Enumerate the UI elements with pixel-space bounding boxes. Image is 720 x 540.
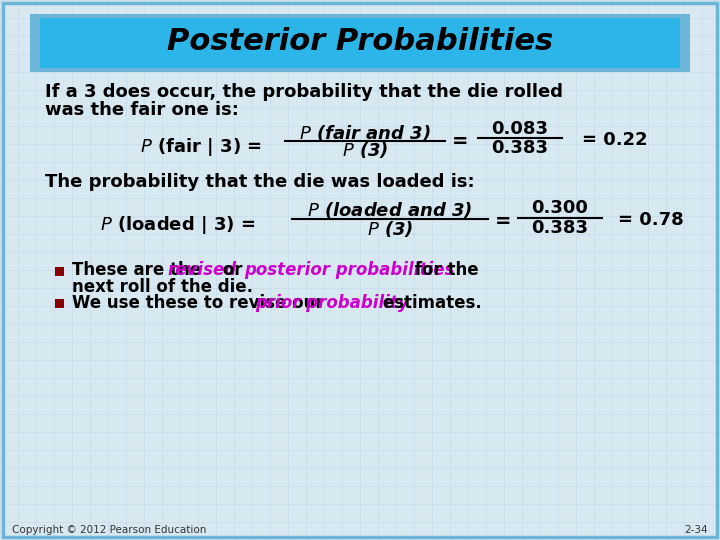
- Text: Posterior Probabilities: Posterior Probabilities: [167, 28, 553, 57]
- Text: =: =: [495, 212, 511, 231]
- FancyBboxPatch shape: [55, 267, 64, 276]
- Text: 0.083: 0.083: [492, 120, 549, 138]
- FancyBboxPatch shape: [30, 14, 690, 72]
- Text: The probability that the die was loaded is:: The probability that the die was loaded …: [45, 173, 474, 191]
- Text: next roll of the die.: next roll of the die.: [72, 278, 253, 296]
- Text: =: =: [451, 132, 468, 152]
- Text: was the fair one is:: was the fair one is:: [45, 101, 239, 119]
- Text: $P$ (3): $P$ (3): [366, 219, 413, 239]
- Text: revised: revised: [167, 261, 236, 279]
- Text: We use these to revise our: We use these to revise our: [72, 294, 329, 312]
- Text: $P$ (loaded | 3) =: $P$ (loaded | 3) =: [100, 214, 256, 236]
- Text: 2-34: 2-34: [685, 525, 708, 535]
- Text: If a 3 does occur, the probability that the die rolled: If a 3 does occur, the probability that …: [45, 83, 563, 101]
- Text: posterior probabilities: posterior probabilities: [244, 261, 455, 279]
- Text: $P$ (fair | 3) =: $P$ (fair | 3) =: [140, 136, 261, 158]
- Text: 0.300: 0.300: [531, 199, 588, 217]
- Text: Copyright © 2012 Pearson Education: Copyright © 2012 Pearson Education: [12, 525, 207, 535]
- Text: $P$ (3): $P$ (3): [342, 140, 388, 160]
- FancyBboxPatch shape: [40, 18, 680, 68]
- Text: $P$ (fair and 3): $P$ (fair and 3): [299, 123, 431, 143]
- Text: or: or: [217, 261, 248, 279]
- Text: estimates.: estimates.: [377, 294, 482, 312]
- Text: = 0.78: = 0.78: [618, 211, 684, 229]
- Text: = 0.22: = 0.22: [582, 131, 647, 149]
- FancyBboxPatch shape: [55, 299, 64, 308]
- Text: $P$ (loaded and 3): $P$ (loaded and 3): [307, 200, 473, 220]
- Text: 0.383: 0.383: [492, 139, 549, 157]
- Text: 0.383: 0.383: [531, 219, 588, 237]
- Text: prior probability: prior probability: [256, 294, 410, 312]
- Text: These are the: These are the: [72, 261, 207, 279]
- Text: for the: for the: [409, 261, 478, 279]
